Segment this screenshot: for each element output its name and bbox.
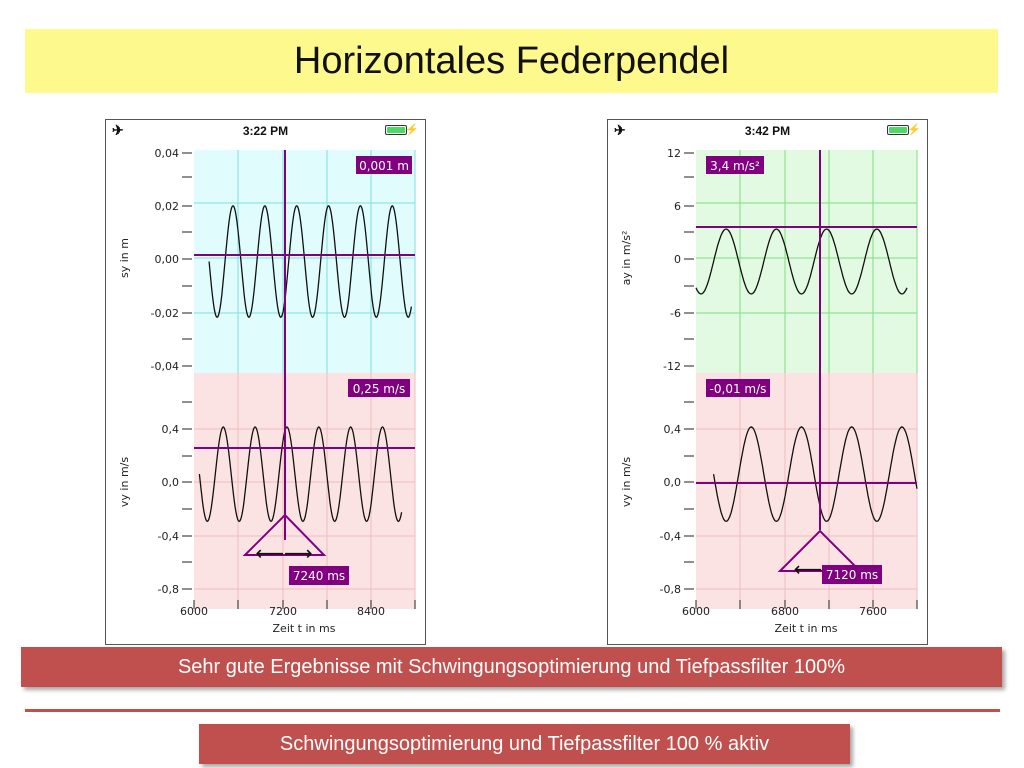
velocity-curve — [712, 426, 918, 523]
y-axis-label-top: sy in m — [118, 238, 131, 278]
readout-top-box — [356, 156, 412, 174]
acceleration-curve — [695, 228, 908, 295]
y-tick-label: -12 — [663, 360, 681, 373]
charging-icon: ⚡ — [907, 124, 921, 136]
drag-arrows-icon: ⟵ — [794, 557, 823, 581]
phone-plot-area: ⟵⟶ 0,001 m 0,25 m/s 7240 ms 0,04 0,02 0,… — [118, 147, 416, 635]
settings-banner: Schwingungsoptimierung und Tiefpassfilte… — [199, 724, 850, 764]
result-banner: Sehr gute Ergebnisse mit Schwingungsopti… — [21, 647, 1002, 687]
x-axis-label: Zeit t in ms — [775, 622, 838, 635]
plot-grid — [696, 150, 918, 609]
airplane-icon: ✈ — [112, 122, 124, 138]
status-time: 3:42 PM — [744, 124, 791, 138]
marker-time-box — [822, 565, 882, 584]
marker-time-box — [289, 566, 349, 585]
slide-title: Horizontales Federpendel — [293, 39, 730, 82]
y-tick-label: 0,00 — [155, 253, 180, 266]
x-tick-label: 6000 — [180, 605, 208, 618]
x-tick-label: 6800 — [771, 605, 799, 618]
readout-top: 3,4 m/s² — [710, 159, 760, 173]
y-axis-label-bottom: vy in m/s — [620, 457, 633, 507]
y-tick-label: 0 — [674, 253, 681, 266]
result-banner-text: Sehr gute Ergebnisse mit Schwingungsopti… — [177, 655, 846, 678]
y-tick-label: -0,04 — [151, 360, 179, 373]
marker-time: 7240 ms — [293, 569, 345, 583]
y-tick-label: -0,8 — [158, 583, 179, 596]
displacement-curve — [208, 204, 413, 319]
y-tick-label: 0,02 — [155, 200, 180, 213]
airplane-icon: ✈ — [614, 122, 626, 138]
status-bar: ✈ 3:22 PM ⚡ — [106, 120, 425, 142]
y-tick-label: 0,4 — [664, 423, 682, 436]
status-bar: ✈ 3:42 PM ⚡ — [608, 120, 927, 142]
y-tick-label: 0,04 — [155, 147, 180, 160]
x-axis-label: Zeit t in ms — [273, 622, 336, 635]
status-time: 3:22 PM — [242, 124, 289, 138]
y-axis-ticks — [684, 152, 694, 590]
charging-icon: ⚡ — [405, 124, 419, 136]
readout-bottom-box — [348, 379, 410, 397]
y-tick-label: 6 — [674, 200, 681, 213]
readout-bottom-box — [706, 379, 770, 397]
readout-top: 0,001 m — [359, 159, 409, 173]
y-tick-label: 0,0 — [162, 476, 180, 489]
y-tick-label: 12 — [667, 147, 681, 160]
battery-icon — [887, 125, 909, 135]
y-axis-ticks — [182, 152, 192, 590]
x-tick-label: 8400 — [357, 605, 385, 618]
slide-title-bar: Horizontales Federpendel — [25, 29, 998, 93]
y-axis-label-top: ay in m/s² — [620, 231, 633, 286]
velocity-curve — [198, 426, 403, 523]
x-tick-label: 7600 — [859, 605, 887, 618]
phone-screenshot-left: ✈ 3:22 PM ⚡ ⟵⟶ 0,001 m 0,25 m/s — [105, 119, 426, 645]
y-tick-label: -0,4 — [660, 530, 681, 543]
y-tick-label: -0,02 — [151, 307, 179, 320]
y-tick-label: -6 — [670, 307, 681, 320]
y-tick-label: -0,8 — [660, 583, 681, 596]
y-tick-label: 0,4 — [162, 423, 180, 436]
marker-time: 7120 ms — [826, 568, 878, 582]
drag-arrows-icon: ⟵⟶ — [255, 541, 312, 565]
x-tick-label: 6000 — [682, 605, 710, 618]
x-axis-ticks — [193, 600, 416, 609]
y-tick-label: -0,4 — [158, 530, 179, 543]
x-axis-ticks — [695, 600, 918, 609]
readout-top-box — [706, 156, 764, 174]
divider-line — [25, 709, 1000, 712]
readout-bottom: 0,25 m/s — [353, 382, 406, 396]
phone-screenshot-right: ✈ 3:42 PM ⚡ ⟵ 3,4 m/s² -0,01 m/s — [607, 119, 928, 645]
battery-icon — [385, 125, 407, 135]
phone-plot-area: ⟵ 3,4 m/s² -0,01 m/s 7120 ms 12 6 0 -6 -… — [620, 147, 918, 635]
y-tick-label: 0,0 — [664, 476, 682, 489]
y-axis-label-bottom: vy in m/s — [118, 457, 131, 507]
plot-grid — [194, 150, 416, 609]
cursor-drag-handle[interactable] — [242, 513, 327, 556]
x-tick-label: 7200 — [269, 605, 297, 618]
top-plot-background — [696, 150, 917, 373]
settings-banner-text: Schwingungsoptimierung und Tiefpassfilte… — [279, 732, 770, 755]
readout-bottom: -0,01 m/s — [710, 382, 767, 396]
cursor-drag-handle[interactable] — [777, 529, 863, 572]
